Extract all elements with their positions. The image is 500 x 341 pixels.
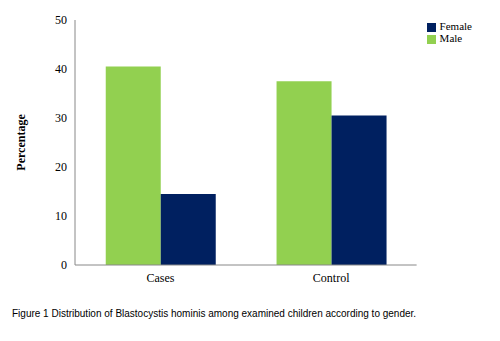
svg-text:10: 10: [55, 209, 67, 223]
svg-text:30: 30: [55, 111, 67, 125]
svg-text:Control: Control: [313, 271, 350, 285]
svg-text:50: 50: [55, 13, 67, 27]
svg-text:20: 20: [55, 160, 67, 174]
svg-text:40: 40: [55, 62, 67, 76]
html-text:Male: Male: [439, 32, 463, 44]
svg-text:Cases: Cases: [146, 271, 174, 285]
html-text:Figure 1 Distribution of Blast: Figure 1 Distribution of Blastocystis ho…: [12, 308, 417, 319]
svg-text:Percentage: Percentage: [14, 114, 28, 171]
html-text:Female: Female: [439, 20, 472, 32]
svg-text:0: 0: [61, 258, 67, 272]
